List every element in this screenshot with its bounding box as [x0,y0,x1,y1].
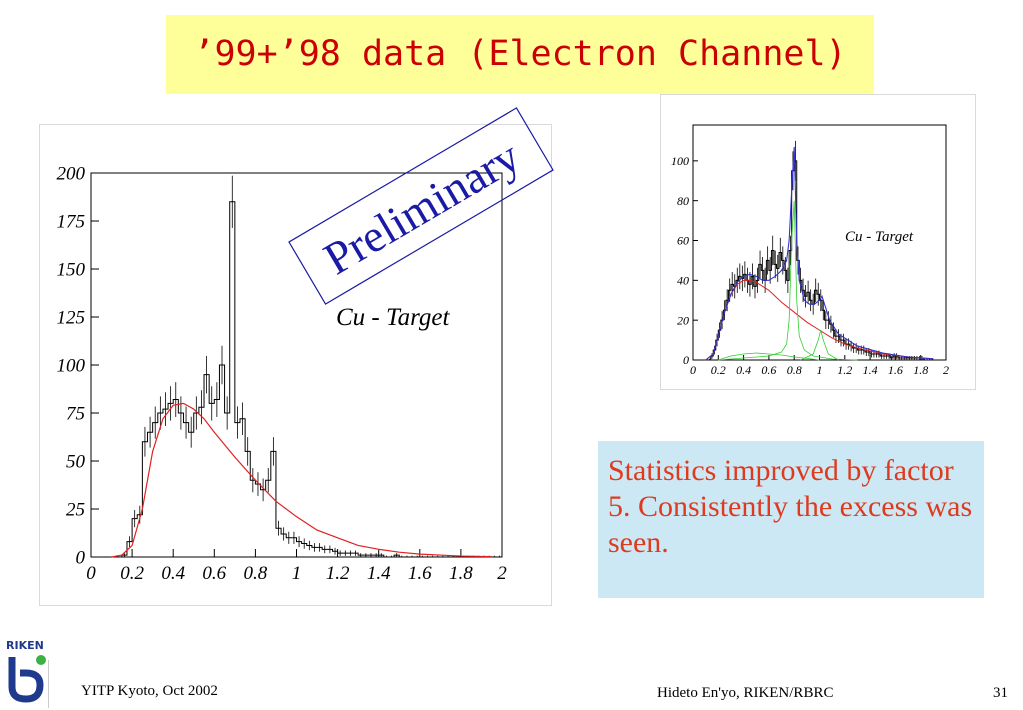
phi-component-curve [800,330,839,361]
histogram-outline [121,201,502,558]
footer-author: Hideto En'yo, RIKEN/RBRC [657,685,834,701]
x-tick-label: 1.4 [367,563,391,584]
total-fit-curve [705,146,934,361]
y-tick-label: 100 [671,154,689,168]
logo-text: RIKEN [6,639,44,652]
y-tick-label: 150 [57,260,86,281]
x-tick-label: 0.2 [711,363,726,377]
x-tick-label: 0.4 [161,563,185,584]
note-box: Statistics improved by factor 5. Consist… [598,441,984,598]
fit-histogram-chart: 0 20 40 60 80 100 0 0.2 0.4 0.6 0.8 1 1.2 1.4 1.6 1.8 2 C… [671,124,949,377]
x-tick-label: 1.2 [326,563,350,584]
y-tick-label: 20 [677,313,689,327]
x-tick-label: 0.6 [202,563,226,584]
x-tick-label: 0 [86,563,96,584]
y-tick-label: 75 [66,404,85,425]
y-tick-label: 0 [76,548,86,569]
x-tick-label: 1.2 [837,363,852,377]
fit-curve [111,402,492,558]
y-tick-label: 175 [57,212,86,233]
x-tick-label: 0 [690,363,696,377]
main-histogram-panel: 0 25 50 75 100 125 150 175 200 0 0.2 0.4 0.6 0.8 1 1.2 1… [39,124,552,606]
x-tick-label: 2 [943,363,949,377]
target-annotation: Cu - Target [845,229,914,245]
fit-histogram-panel: 0 20 40 60 80 100 0 0.2 0.4 0.6 0.8 1 1.2 1.4 1.6 1.8 2 C… [660,94,976,390]
riken-logo: RIKEN [4,635,48,705]
x-tick-label: 0.4 [736,363,751,377]
target-annotation: Cu - Target [336,304,451,331]
x-tick-label: 1.8 [449,563,473,584]
y-tick-label: 80 [677,194,689,208]
x-tick-label: 1.6 [408,563,432,584]
x-tick-label: 1.6 [888,363,903,377]
footer-venue: YITP Kyoto, Oct 2002 [81,683,218,699]
note-text: Statistics improved by factor 5. Consist… [608,454,973,559]
x-tick-label: 1.8 [913,363,928,377]
x-tick-label: 0.2 [120,563,144,584]
y-tick-label: 25 [66,500,85,521]
title-banner: ’99+’98 data (Electron Channel) [166,15,874,94]
x-tick-label: 1 [292,563,302,584]
low-mass-component-curve [718,352,820,361]
page-number: 31 [993,685,1008,701]
main-histogram-chart: 0 25 50 75 100 125 150 175 200 0 0.2 0.4 0.6 0.8 1 1.2 1… [57,164,508,584]
y-tick-label: 60 [677,234,689,248]
y-tick-label: 50 [66,452,86,473]
y-tick-label: 100 [57,356,86,377]
footer-divider [48,660,49,708]
x-tick-label: 0.8 [244,563,268,584]
x-tick-label: 0.8 [787,363,802,377]
y-tick-label: 200 [57,164,86,185]
y-tick-label: 0 [683,353,689,367]
background-fit-curve [705,279,934,361]
x-tick-label: 1 [817,363,823,377]
x-tick-label: 2 [497,563,507,584]
plot-frame [90,172,503,558]
y-tick-label: 125 [57,308,86,329]
y-tick-label: 40 [677,274,689,288]
slide-title: ’99+’98 data (Electron Channel) [193,34,847,74]
x-tick-label: 0.6 [761,363,776,377]
x-tick-label: 1.4 [863,363,878,377]
